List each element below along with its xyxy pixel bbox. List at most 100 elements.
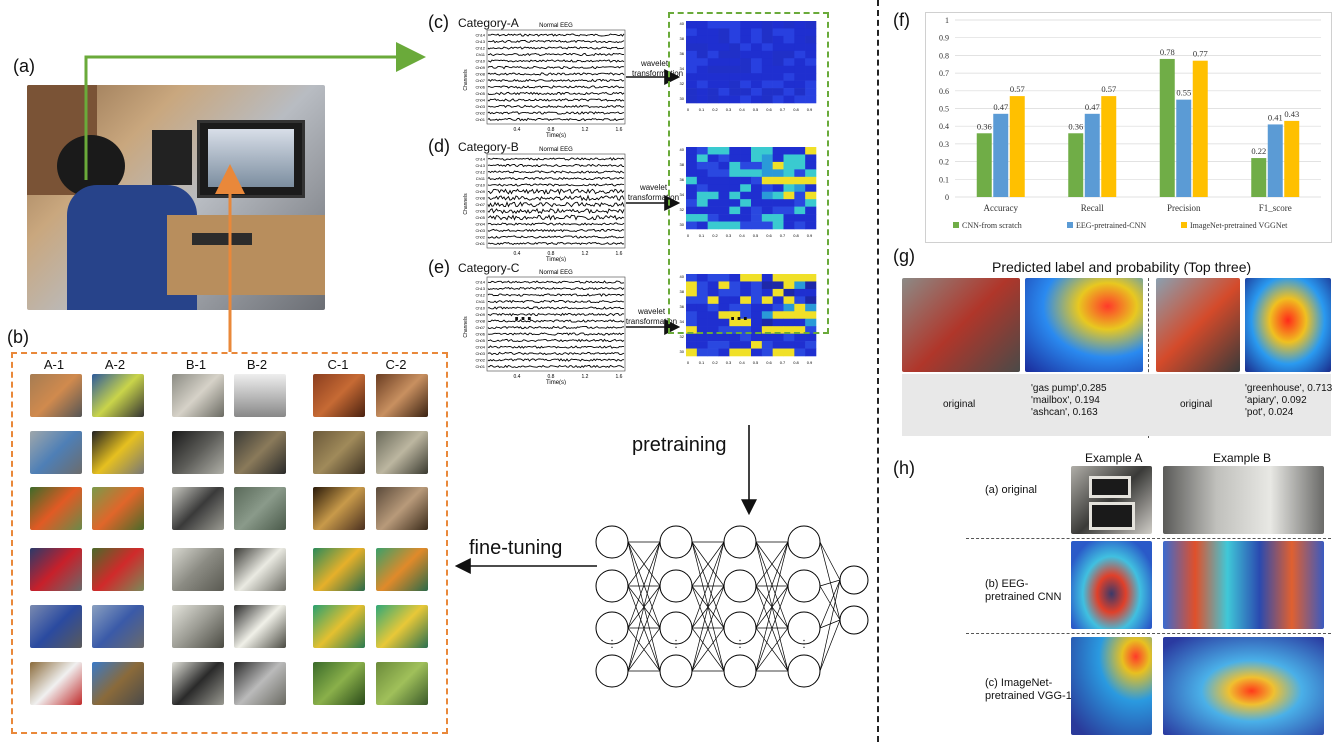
heatmap-cell bbox=[707, 35, 719, 44]
panel-b-label: (b) bbox=[7, 327, 29, 347]
h-divider-1 bbox=[966, 538, 1331, 539]
wavelet-heatmap: 40 38 36 34 32 30 0 0.1 0.2 0.3 0.4 0.5 0.6 0.7 0.8 0.9 bbox=[680, 147, 817, 238]
heatmap-cell bbox=[729, 43, 741, 52]
heatmap-cell bbox=[805, 214, 817, 222]
heatmap-cell bbox=[718, 161, 730, 170]
heatmap-cell bbox=[740, 88, 752, 96]
bar bbox=[993, 113, 1009, 197]
heatmap-cell bbox=[696, 21, 708, 29]
heatmap-cell bbox=[718, 154, 730, 163]
heatmap-cell bbox=[718, 296, 730, 305]
eeg-trace bbox=[487, 91, 625, 96]
heatmap-cell bbox=[740, 28, 752, 37]
y-tick-label: 0.4 bbox=[939, 122, 949, 131]
dataset-image bbox=[313, 374, 365, 417]
heatmap-cell bbox=[783, 214, 795, 222]
heatmap-cell bbox=[686, 333, 698, 342]
eeg-channel-label: Ch11 bbox=[476, 176, 486, 181]
category-label: F1_score bbox=[1259, 203, 1292, 213]
heatmap-cell bbox=[794, 281, 806, 290]
heatmap-cell bbox=[686, 296, 698, 305]
heatmap-cell bbox=[805, 333, 817, 342]
heatmap-cell bbox=[772, 341, 784, 349]
heatmap-cell bbox=[751, 214, 763, 222]
eeg-channel-label: Ch01 bbox=[475, 241, 485, 246]
heatmap-cell bbox=[783, 88, 795, 96]
heatmap-cell bbox=[794, 199, 806, 207]
heatmap-cell bbox=[783, 161, 795, 170]
h-example-a-eeg-heatmap bbox=[1071, 541, 1152, 629]
heatmap-cell bbox=[772, 73, 784, 81]
heatmap-cell bbox=[805, 65, 817, 74]
eeg-trace-plot: Normal EEG Channels Time(s) 0.4 0.8 1.2 1.6 Ch1… bbox=[463, 270, 626, 385]
heatmap-cell bbox=[729, 147, 741, 155]
eeg-channel-label: Ch10 bbox=[475, 59, 485, 64]
heatmap-cell bbox=[805, 21, 817, 29]
heatmap-cell bbox=[686, 214, 698, 222]
heatmap-cell bbox=[707, 311, 719, 320]
heatmap-cell bbox=[686, 147, 698, 155]
heatmap-cell bbox=[740, 147, 752, 155]
network-edge bbox=[691, 585, 725, 672]
heatmap-cell bbox=[718, 88, 730, 96]
network-node bbox=[595, 611, 629, 645]
category-b-title: Category-B bbox=[458, 140, 519, 154]
heatmap-ytick: 40 bbox=[680, 274, 685, 279]
network-edge bbox=[691, 627, 725, 672]
heatmap-cell bbox=[761, 161, 773, 170]
y-tick-label: 0.9 bbox=[939, 34, 949, 43]
heatmap-cell bbox=[729, 65, 741, 74]
bar-value-label: 0.36 bbox=[1068, 121, 1083, 131]
heatmap-cell bbox=[761, 73, 773, 81]
dataset-image bbox=[92, 431, 144, 474]
heatmap-xtick: 0.7 bbox=[780, 233, 786, 238]
heatmap-cell bbox=[707, 206, 719, 215]
bar-value-label: 0.57 bbox=[1010, 84, 1025, 94]
eeg-trace bbox=[487, 163, 625, 168]
dataset-image bbox=[30, 487, 82, 530]
heatmap-cell bbox=[696, 199, 708, 207]
eeg-xlabel: Time(s) bbox=[546, 257, 566, 262]
heatmap-cell bbox=[751, 95, 763, 104]
heatmap-cell bbox=[718, 43, 730, 52]
heatmap-cell bbox=[729, 58, 741, 67]
heatmap-cell bbox=[740, 303, 752, 312]
prediction-title: Predicted label and probability (Top thr… bbox=[992, 259, 1252, 275]
heatmap-cell bbox=[772, 191, 784, 200]
category-a-title: Category-A bbox=[458, 16, 519, 30]
heatmap-cell bbox=[783, 95, 795, 104]
heatmap-cell bbox=[751, 43, 763, 52]
g-original-image-2 bbox=[1156, 278, 1240, 372]
heatmap-cell bbox=[740, 169, 752, 178]
heatmap-cell bbox=[761, 311, 773, 320]
heatmap-cell bbox=[761, 199, 773, 207]
wavelet-heatmap-box bbox=[668, 12, 829, 334]
heatmap-cell bbox=[794, 58, 806, 67]
heatmap-cell bbox=[783, 35, 795, 44]
heatmap-cell bbox=[772, 221, 784, 230]
dataset-image bbox=[313, 605, 365, 648]
heatmap-cell bbox=[729, 348, 741, 357]
panel-g-label: (g) bbox=[893, 246, 915, 266]
eeg-channel-label: Ch10 bbox=[475, 306, 485, 311]
eeg-channel-label: Ch05 bbox=[475, 91, 485, 96]
eeg-trace bbox=[487, 117, 625, 122]
eeg-ylabel: Channels bbox=[463, 316, 469, 338]
heatmap-ytick: 38 bbox=[680, 162, 685, 167]
heatmap-cell bbox=[794, 341, 806, 349]
eeg-trace bbox=[487, 286, 625, 291]
heatmap-cell bbox=[794, 318, 806, 327]
heatmap-cell bbox=[729, 281, 741, 290]
heatmap-cell bbox=[729, 303, 741, 312]
heatmap-cell bbox=[751, 35, 763, 44]
heatmap-cell bbox=[772, 154, 784, 163]
heatmap-cell bbox=[761, 288, 773, 297]
panel-f-label: (f) bbox=[893, 10, 910, 30]
heatmap-cell bbox=[707, 318, 719, 327]
heatmap-cell bbox=[686, 206, 698, 215]
dataset-image bbox=[172, 374, 224, 417]
heatmap-cell bbox=[729, 199, 741, 207]
wavelet-heatmap: 40 38 36 34 32 30 0 0.1 0.2 0.3 0.4 0.5 0.6 0.7 0.8 0.9 bbox=[680, 274, 817, 365]
heatmap-cell bbox=[718, 199, 730, 207]
dataset-image bbox=[30, 431, 82, 474]
